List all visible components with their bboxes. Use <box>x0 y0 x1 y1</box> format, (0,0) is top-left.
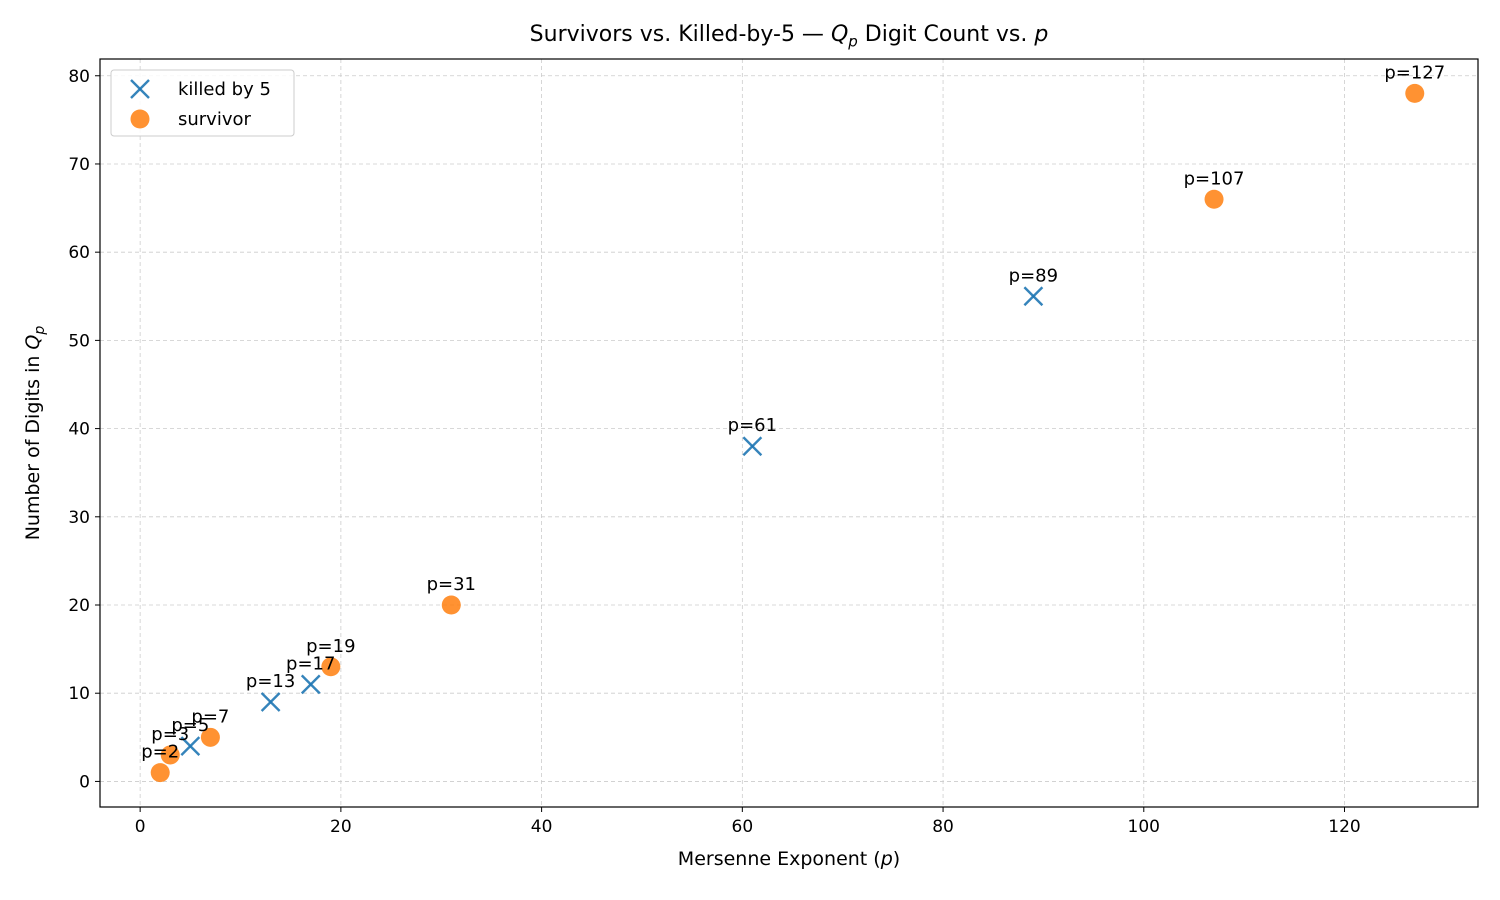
killed-by-5-point-stroke-b <box>742 436 763 457</box>
survivor-point <box>160 745 180 765</box>
x-tick-label: 0 <box>135 817 146 837</box>
legend-marker-killed-by-5 <box>130 79 150 99</box>
killed-by-5-point <box>180 736 201 756</box>
killed-by-5-point <box>260 692 281 712</box>
y-tick-label: 70 <box>68 155 90 175</box>
point-label: p=31 <box>427 574 476 595</box>
plot-frame <box>99 58 1479 808</box>
survivor-point <box>150 763 170 783</box>
survivor-point <box>1204 189 1224 209</box>
legend: killed by 5 survivor <box>110 69 295 137</box>
y-tick-label: 60 <box>68 243 90 263</box>
killed-by-5-point-stroke-b <box>180 736 201 756</box>
x-tick-label: 100 <box>1128 817 1160 837</box>
killed-by-5-point-stroke-b <box>1023 286 1044 307</box>
x-tick-label: 120 <box>1328 817 1360 837</box>
point-label: p=3 <box>151 724 189 745</box>
survivor-point <box>441 595 461 615</box>
legend-marker-survivor <box>130 109 150 129</box>
survivor-point <box>1405 83 1425 103</box>
point-label: p=89 <box>1009 265 1058 286</box>
legend-label: killed by 5 <box>178 79 271 100</box>
point-label: p=17 <box>286 653 335 674</box>
y-axis-label: Number of Digits in Qp <box>22 325 48 541</box>
point-label: p=7 <box>191 706 229 727</box>
x-tick-label: 20 <box>330 817 352 837</box>
legend-marker-killed-by-5-stroke-b <box>130 79 150 99</box>
killed-by-5-point-stroke-b <box>260 692 281 712</box>
killed-by-5-point <box>300 674 321 695</box>
legend-label: survivor <box>178 109 252 130</box>
point-label: p=5 <box>171 715 209 736</box>
killed-by-5-point <box>1023 286 1044 307</box>
y-tick-label: 50 <box>68 331 90 351</box>
x-tick-label: 80 <box>932 817 954 837</box>
y-tick-label: 30 <box>68 508 90 528</box>
point-label: p=127 <box>1384 62 1445 83</box>
point-label: p=61 <box>728 415 777 436</box>
survivor-point <box>321 657 341 677</box>
killed-by-5-point <box>742 436 763 457</box>
point-label: p=19 <box>306 636 355 657</box>
legend-box <box>110 69 295 137</box>
x-tick-label: 60 <box>732 817 754 837</box>
point-label: p=107 <box>1184 168 1245 189</box>
y-tick-label: 10 <box>68 684 90 704</box>
y-tick-label: 20 <box>68 596 90 616</box>
survivor-point <box>200 727 220 747</box>
y-tick-label: 0 <box>79 772 90 792</box>
y-tick-label: 40 <box>68 420 90 440</box>
point-label: p=13 <box>246 671 295 692</box>
x-tick-label: 40 <box>531 817 553 837</box>
y-tick-label: 80 <box>68 67 90 87</box>
killed-by-5-point-stroke-b <box>300 674 321 695</box>
chart-title: Survivors vs. Killed-by-5 — Qp Digit Cou… <box>529 22 1049 51</box>
point-label: p=2 <box>141 742 179 763</box>
x-axis-label: Mersenne Exponent (p) <box>677 848 901 870</box>
